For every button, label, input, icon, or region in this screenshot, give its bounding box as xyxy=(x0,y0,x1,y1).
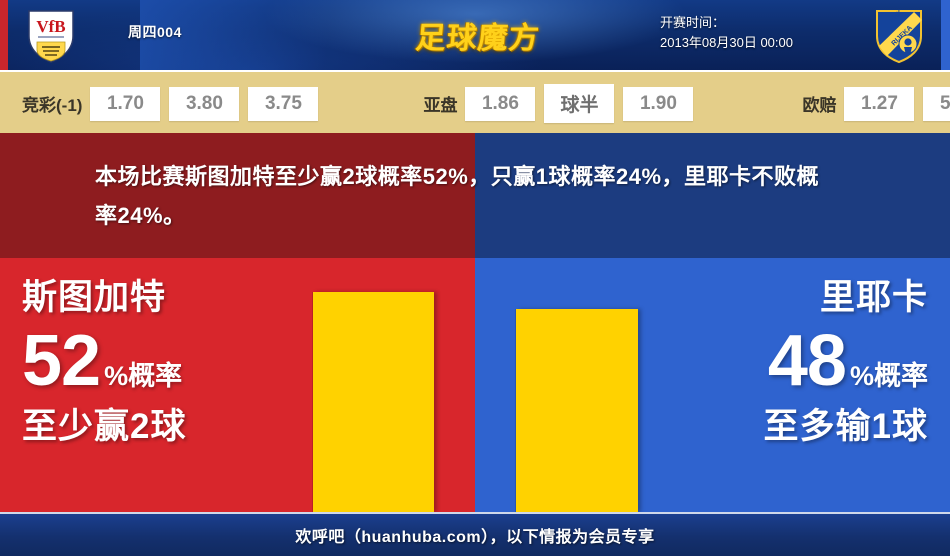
odds-group-jingcai: 竞彩(-1) 1.70 3.80 3.75 xyxy=(22,86,327,121)
away-outcome-label: 至多输1球 xyxy=(763,407,928,447)
footer-text: 欢呼吧（huanhuba.com），以下情报为会员专享 xyxy=(295,529,655,546)
svg-text:VfB: VfB xyxy=(36,17,65,36)
odds-group-oupei: 欧赔 1.27 5.07 9.44 xyxy=(802,86,950,121)
home-percent-suffix: %概率 xyxy=(104,361,183,391)
header-left-red-edge xyxy=(0,0,8,70)
odds-cell-oupei-1[interactable]: 1.27 xyxy=(844,86,915,121)
odds-label-jingcai: 竞彩(-1) xyxy=(22,96,83,115)
header-right-blue-edge xyxy=(941,0,950,70)
home-stats: 斯图加特 52 %概率 至少赢2球 xyxy=(0,258,322,512)
odds-cell-yapan-1[interactable]: 1.86 xyxy=(465,86,536,121)
away-percent-value: 48 xyxy=(767,321,847,401)
home-outcome-label: 至少赢2球 xyxy=(22,407,187,447)
odds-cell-yapan-handicap[interactable]: 球半 xyxy=(544,84,615,123)
kickoff-label: 开赛时间： xyxy=(660,15,726,30)
away-team-name: 里耶卡 xyxy=(819,278,928,317)
odds-group-yapan: 亚盘 1.86 球半 1.90 xyxy=(423,84,702,123)
odds-bar: 竞彩(-1) 1.70 3.80 3.75 亚盘 1.86 球半 1.90 欧赔… xyxy=(0,70,950,135)
away-percent-suffix: %概率 xyxy=(849,361,928,391)
away-team-crest-icon: HNK RIJEKA xyxy=(876,9,922,64)
odds-cell-yapan-2[interactable]: 1.90 xyxy=(623,86,694,121)
header-bar: VfB HNK RIJEKA 周四004 足球魔方 开赛时间： 201 xyxy=(0,0,950,70)
site-logo[interactable]: 足球魔方 xyxy=(398,7,558,62)
summary-banner-left-half xyxy=(0,133,475,258)
home-team-name: 斯图加特 xyxy=(22,278,167,317)
home-percent-value: 52 xyxy=(22,321,101,401)
summary-banner-text: 本场比赛斯图加特至少赢2球概率52%，只赢1球概率24%，里耶卡不败概率24%。 xyxy=(95,164,820,228)
away-stats: 里耶卡 48 %概率 至多输1球 xyxy=(628,258,950,512)
footer-bar: 欢呼吧（huanhuba.com），以下情报为会员专享 xyxy=(0,512,950,556)
odds-label-yapan: 亚盘 xyxy=(423,96,458,115)
home-percent-row: 52 %概率 xyxy=(22,321,322,401)
away-probability-bar xyxy=(516,309,638,512)
site-logo-text: 足球魔方 xyxy=(414,21,542,55)
probability-chart: 斯图加特 52 %概率 至少赢2球 里耶卡 48 %概率 至多输1球 xyxy=(0,258,950,512)
header-diagonal xyxy=(140,0,400,70)
odds-cell-jingcai-2[interactable]: 3.80 xyxy=(169,86,240,121)
odds-cell-jingcai-1[interactable]: 1.70 xyxy=(90,86,161,121)
summary-banner-right-half xyxy=(475,133,950,258)
match-number: 周四004 xyxy=(128,24,182,40)
home-probability-bar xyxy=(313,292,434,512)
summary-banner: 本场比赛斯图加特至少赢2球概率52%，只赢1球概率24%，里耶卡不败概率24%。 xyxy=(0,133,950,258)
home-team-crest-icon: VfB xyxy=(28,10,74,63)
away-percent-row: 48 %概率 xyxy=(628,321,928,401)
odds-label-oupei: 欧赔 xyxy=(802,96,837,115)
kickoff-time: 开赛时间： 2013年08月30日 00:00 xyxy=(660,13,793,53)
kickoff-value: 2013年08月30日 00:00 xyxy=(660,35,793,50)
odds-cell-oupei-2[interactable]: 5.07 xyxy=(923,86,950,121)
odds-cell-jingcai-3[interactable]: 3.75 xyxy=(248,86,319,121)
